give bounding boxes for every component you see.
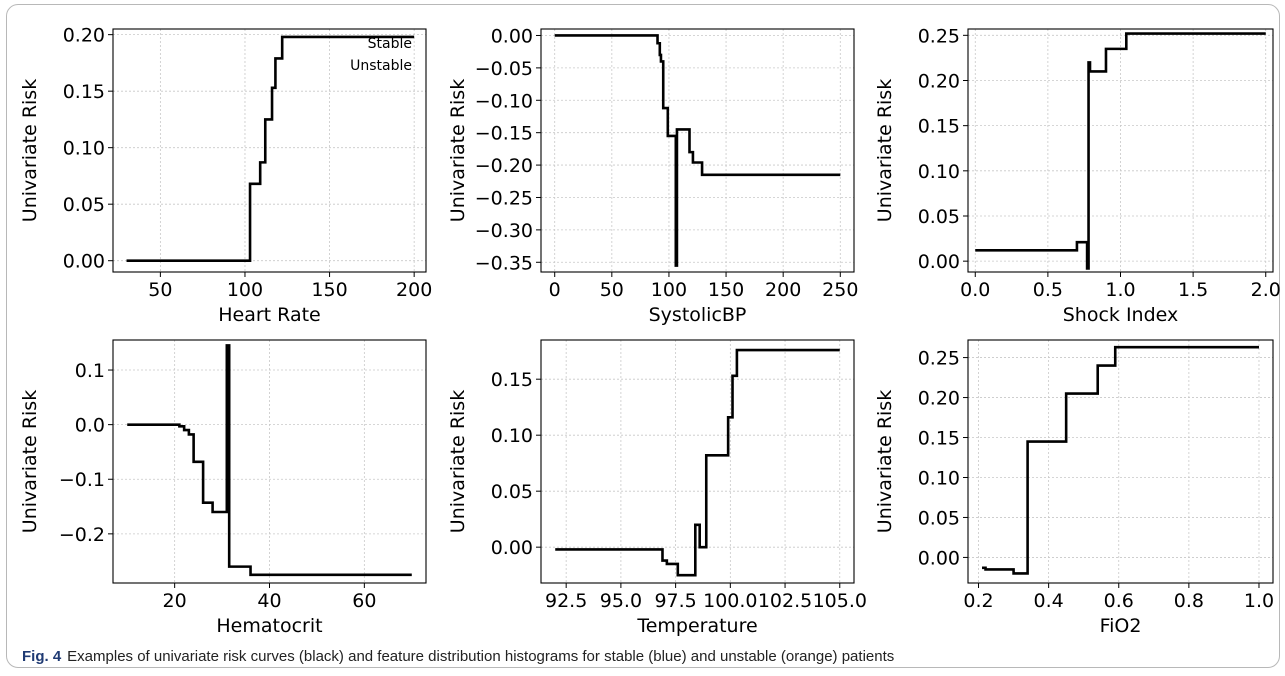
x-tick-label: 100.0 — [703, 590, 757, 612]
subplot-4: 20 40 60 0.1 0.0 −0.1 −0.2 Hematocrit Univariate… — [19, 339, 427, 637]
y-tick-label: 0.10 — [918, 467, 960, 489]
subplot-6: 0.2 0.4 0.6 0.8 1.0 0.00 0.05 0.10 0.15 0.20 0.25 F… — [874, 339, 1274, 637]
y-tick-label: 0.00 — [491, 537, 533, 559]
axes-frame — [540, 28, 855, 273]
x-axis-label: Hematocrit — [216, 615, 322, 637]
x-tick-label: 95.0 — [600, 590, 642, 612]
y-tick-label: 0.1 — [75, 360, 105, 382]
x-tick-label: 0.5 — [1033, 279, 1063, 301]
x-tick-label: 0.6 — [1104, 590, 1134, 612]
y-tick-label: −0.05 — [475, 58, 533, 80]
y-tick-label: 0.0 — [75, 415, 105, 437]
x-tick-label: 1.0 — [1105, 279, 1135, 301]
x-tick-label: 97.5 — [654, 590, 696, 612]
x-axis-label: Heart Rate — [218, 304, 321, 326]
x-tick-label: 200 — [765, 279, 801, 301]
y-tick-label: 0.05 — [63, 194, 105, 216]
y-tick-label: 0.05 — [918, 206, 960, 228]
y-tick-label: 0.00 — [63, 251, 105, 273]
risk-curve-line — [554, 34, 841, 267]
y-axis-label: Univariate Risk — [874, 390, 896, 533]
figure-caption: Fig. 4 Examples of univariate risk curves… — [22, 648, 894, 665]
y-tick-label: −0.35 — [475, 252, 533, 274]
axes-frame — [967, 339, 1274, 584]
x-tick-label: 102.5 — [758, 590, 812, 612]
x-tick-label: 50 — [600, 279, 624, 301]
y-tick-label: 0.15 — [491, 369, 533, 391]
x-tick-label: 20 — [163, 590, 187, 612]
y-tick-label: −0.2 — [59, 524, 105, 546]
y-tick-label: 0.25 — [918, 25, 960, 47]
y-tick-label: 0.15 — [63, 81, 105, 103]
y-tick-label: 0.10 — [63, 138, 105, 160]
y-axis-label: Univariate Risk — [447, 390, 469, 533]
x-tick-label: 250 — [822, 279, 858, 301]
y-axis-label: Univariate Risk — [874, 79, 896, 222]
subplot-3: 0.0 0.5 1.0 1.5 2.0 0.00 0.05 0.10 0.15 0.20 0.25 S… — [874, 25, 1281, 326]
x-tick-label: 100 — [651, 279, 687, 301]
x-tick-label: 92.5 — [545, 590, 587, 612]
y-tick-label: 0.20 — [63, 25, 105, 47]
risk-curve-line — [975, 32, 1266, 270]
y-tick-label: 0.05 — [491, 481, 533, 503]
x-axis-label: FiO2 — [1100, 615, 1142, 637]
y-tick-label: −0.1 — [59, 469, 105, 491]
y-tick-label: 0.15 — [918, 428, 960, 450]
y-tick-label: −0.10 — [475, 90, 533, 112]
axes-frame — [540, 339, 855, 584]
x-tick-label: 40 — [257, 590, 281, 612]
x-tick-label: 150 — [708, 279, 744, 301]
x-axis-label: Shock Index — [1063, 304, 1179, 326]
axes-frame — [112, 28, 427, 273]
x-tick-label: 2.0 — [1251, 279, 1281, 301]
x-tick-label: 105.0 — [813, 590, 867, 612]
risk-curve-line — [126, 35, 415, 262]
figure-caption-label: Fig. 4 — [22, 648, 62, 665]
x-tick-label: 150 — [311, 279, 347, 301]
figure-caption-text: Examples of univariate risk curves (blac… — [67, 648, 895, 665]
x-tick-label: 1.5 — [1178, 279, 1208, 301]
y-tick-label: 0.20 — [918, 70, 960, 92]
x-tick-label: 0 — [549, 279, 561, 301]
x-tick-label: 1.0 — [1244, 590, 1274, 612]
legend-entry: Stable — [368, 36, 412, 52]
y-tick-label: 0.00 — [918, 547, 960, 569]
x-tick-label: 0.4 — [1034, 590, 1064, 612]
y-tick-label: 0.15 — [918, 116, 960, 138]
y-tick-label: 0.10 — [918, 161, 960, 183]
y-tick-label: 0.10 — [491, 425, 533, 447]
x-tick-label: 0.8 — [1174, 590, 1204, 612]
x-axis-label: SystolicBP — [649, 304, 747, 326]
y-tick-label: 0.00 — [918, 251, 960, 273]
x-tick-label: 0.2 — [963, 590, 993, 612]
y-axis-label: Univariate Risk — [19, 390, 41, 533]
y-axis-label: Univariate Risk — [19, 79, 41, 222]
y-tick-label: 0.05 — [918, 507, 960, 529]
x-tick-label: 60 — [352, 590, 376, 612]
subplot-5: 92.5 95.0 97.5 100.0 102.5 105.0 0.00 0.05 0.10 0… — [447, 339, 867, 637]
y-tick-label: −0.20 — [475, 155, 533, 177]
risk-curve-line — [555, 348, 840, 577]
y-tick-label: −0.30 — [475, 220, 533, 242]
subplot-2: 0 50 100 150 200 250 0.00 −0.05 −0.10 −0.15 −0.20 −… — [447, 25, 858, 326]
x-tick-label: 0.0 — [960, 279, 990, 301]
figure-frame — [6, 4, 1280, 668]
subplot-1: 50 100 150 200 0.00 0.05 0.10 0.15 0.20 Heart Rat… — [19, 25, 432, 326]
legend-entry: Unstable — [350, 58, 412, 74]
risk-curve-line — [982, 345, 1259, 575]
y-tick-label: 0.20 — [918, 388, 960, 410]
x-tick-label: 200 — [396, 279, 432, 301]
y-tick-label: 0.00 — [491, 25, 533, 47]
y-axis-label: Univariate Risk — [447, 79, 469, 222]
risk-curve-line — [127, 344, 412, 577]
y-tick-label: 0.25 — [918, 348, 960, 370]
x-axis-label: Temperature — [636, 615, 757, 637]
x-tick-label: 100 — [227, 279, 263, 301]
y-tick-label: −0.15 — [475, 123, 533, 145]
y-tick-label: −0.25 — [475, 187, 533, 209]
x-tick-label: 50 — [148, 279, 172, 301]
